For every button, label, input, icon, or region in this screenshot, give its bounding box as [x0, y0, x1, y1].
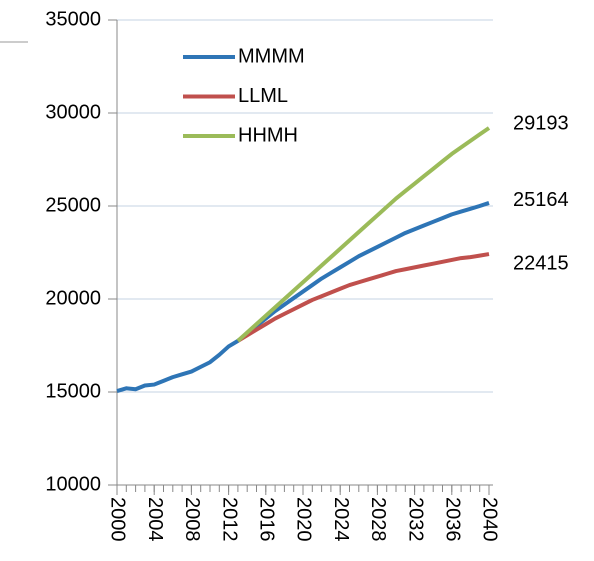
x-tick-label: 2028	[367, 497, 389, 542]
x-tick-label: 2020	[293, 497, 315, 542]
end-value-label: 25164	[513, 189, 569, 211]
x-tick-label: 2036	[442, 497, 464, 542]
x-tick-label: 2016	[256, 497, 278, 542]
x-tick-label: 2040	[479, 497, 501, 542]
x-tick-label: 2000	[107, 497, 129, 542]
series-line	[236, 126, 491, 343]
y-tick-label: 10000	[45, 473, 101, 495]
legend-label: MMMM	[238, 45, 305, 67]
x-tick-label: 2012	[218, 497, 240, 542]
y-tick-label: 15000	[45, 380, 101, 402]
end-value-label: 22415	[513, 252, 569, 274]
legend-label: HHMH	[238, 124, 298, 146]
end-value-label: 29193	[513, 112, 569, 134]
x-tick-label: 2004	[144, 497, 166, 542]
series-line	[116, 201, 490, 393]
x-tick-label: 2008	[181, 497, 203, 542]
y-tick-label: 30000	[45, 101, 101, 123]
x-tick-label: 2024	[330, 497, 352, 542]
x-tick-label: 2032	[404, 497, 426, 542]
y-tick-label: 25000	[45, 194, 101, 216]
y-tick-label: 20000	[45, 287, 101, 309]
legend-label: LLML	[238, 85, 288, 107]
y-tick-label: 35000	[45, 8, 101, 30]
series-line	[236, 252, 490, 343]
